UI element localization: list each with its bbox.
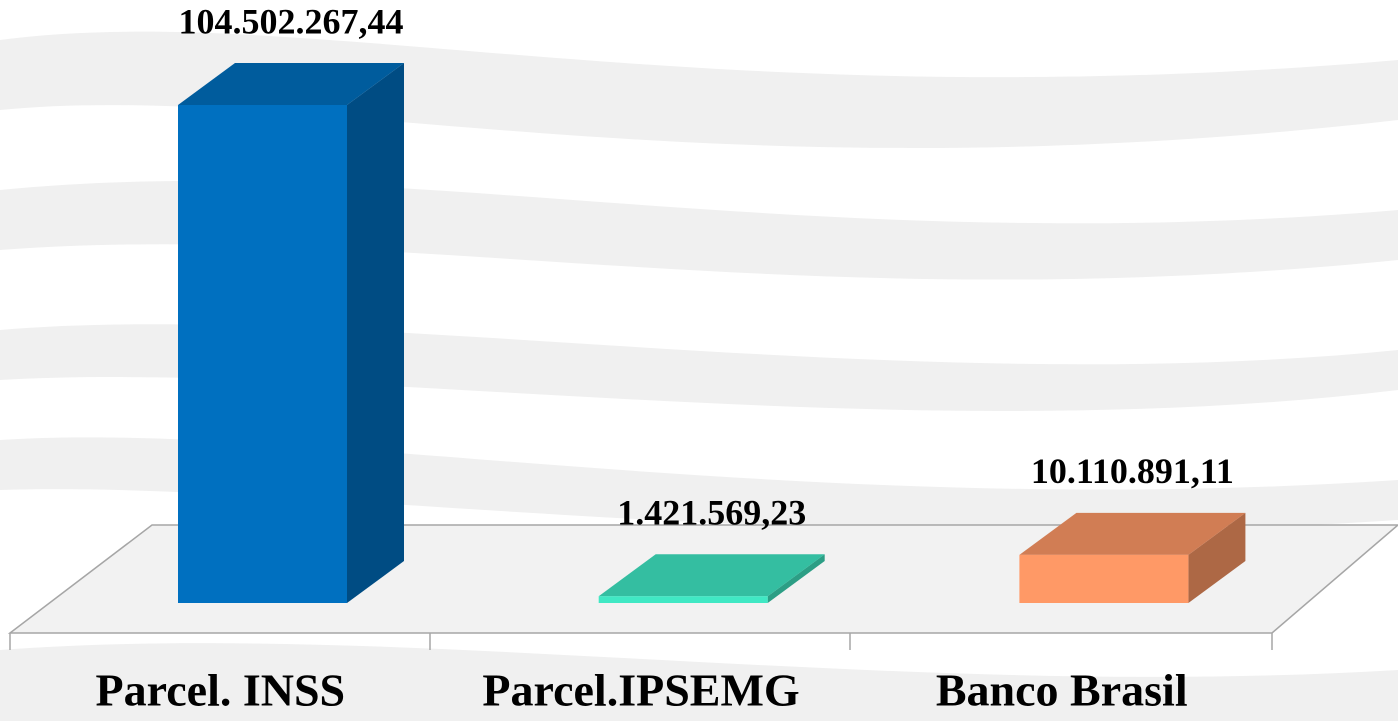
bar-top xyxy=(598,554,825,597)
bar-top xyxy=(178,63,404,105)
axis-ticks xyxy=(9,633,1273,650)
bar-side xyxy=(767,554,825,603)
x-tick-label: Parcel. INSS xyxy=(96,665,346,716)
value-label: 1.421.569,23 xyxy=(617,492,806,532)
x-tick-label: Banco Brasil xyxy=(936,665,1188,716)
value-label: 104.502.267,44 xyxy=(179,1,404,41)
bar-side xyxy=(1188,512,1246,603)
bar-top xyxy=(1019,512,1246,555)
bar xyxy=(178,105,347,603)
value-label: 10.110.891,11 xyxy=(1031,451,1234,491)
x-tick-label: Parcel.IPSEMG xyxy=(482,665,799,716)
bar xyxy=(1019,554,1189,603)
bar xyxy=(598,596,768,603)
bar-side xyxy=(347,63,404,603)
